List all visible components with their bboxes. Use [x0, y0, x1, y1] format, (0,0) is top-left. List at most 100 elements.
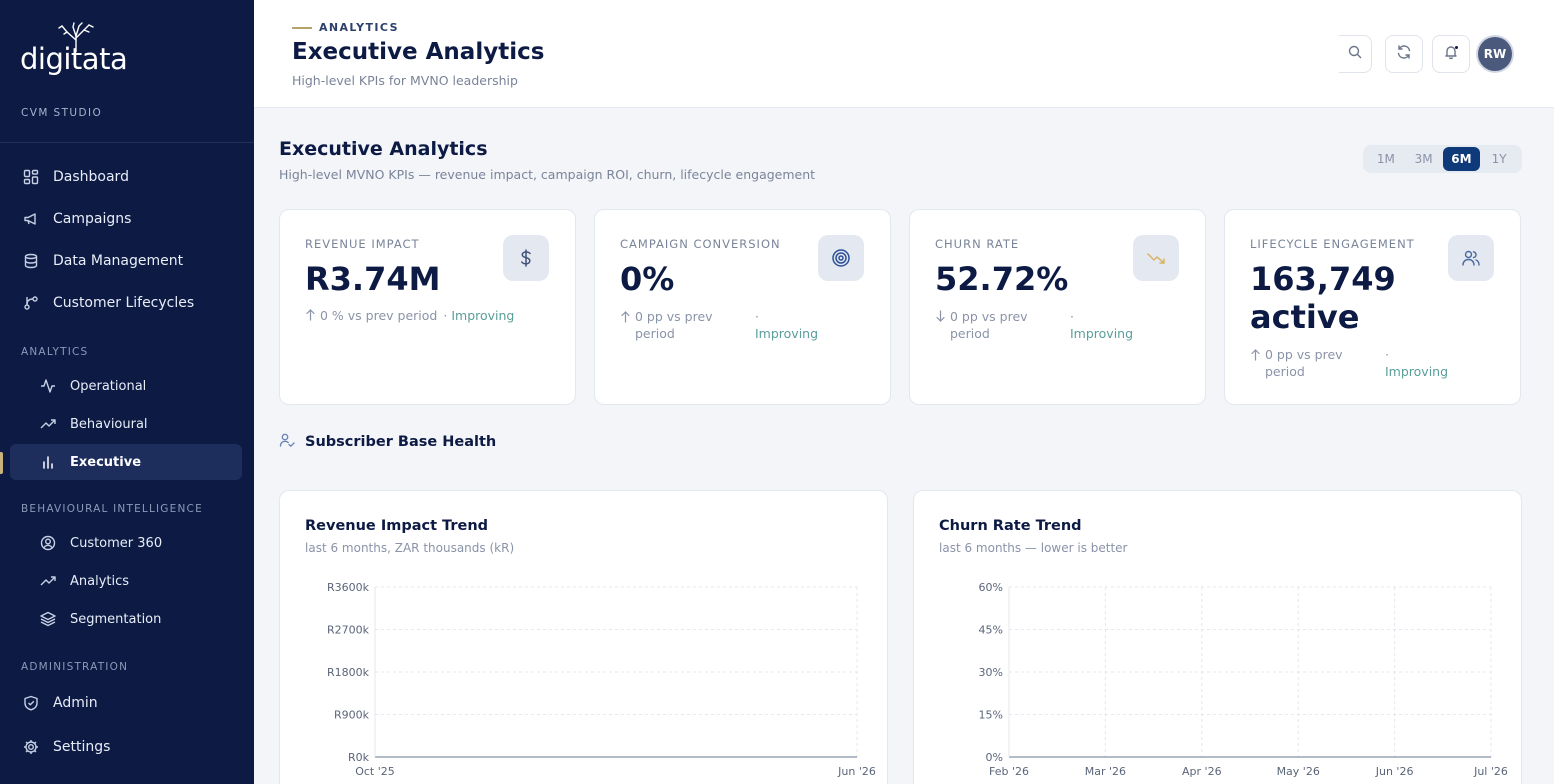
sidebar-item-label: Behavioural: [70, 416, 148, 432]
digitata-logo[interactable]: digitata: [20, 22, 130, 78]
kpi-delta-tail: · Improving: [1385, 346, 1448, 380]
sidebar: digitata CVM STUDIO Dashboard Campaigns …: [0, 0, 254, 784]
database-icon: [23, 253, 39, 269]
churn-rate-trend-chart: 0% 15% 30% 45% 60% Feb '26 Mar '26 Apr '26 May '…: [979, 581, 1508, 778]
dollar-icon: [503, 235, 549, 281]
y-tick-label: R0k: [348, 751, 370, 764]
kpi-value: R3.74M: [305, 260, 441, 298]
search-icon: [1347, 44, 1363, 64]
x-tick-label: Jun '26: [1375, 765, 1414, 778]
studio-label: CVM STUDIO: [21, 107, 103, 119]
user-circle-icon: [40, 535, 56, 551]
kpi-label: CAMPAIGN CONVERSION: [620, 237, 781, 251]
behavioural-intelligence-section-label: BEHAVIOURAL INTELLIGENCE: [21, 503, 203, 515]
kpi-delta-separator: ·: [1070, 309, 1074, 324]
kpi-card-churn-rate[interactable]: CHURN RATE 52.72% 0 pp vs prev period · …: [909, 209, 1206, 405]
sidebar-item-admin[interactable]: Admin: [10, 685, 242, 721]
notifications-button[interactable]: [1432, 35, 1470, 73]
administration-section-label: ADMINISTRATION: [21, 661, 129, 673]
y-tick-label: R1800k: [327, 666, 370, 679]
header-subtitle: High-level KPIs for MVNO leadership: [292, 73, 518, 88]
kpi-delta-text: 0 pp vs prev period: [950, 309, 1028, 341]
revenue-impact-trend-card: Revenue Impact Trend last 6 months, ZAR …: [279, 490, 888, 784]
page-title: Executive Analytics: [279, 138, 488, 160]
notification-dot: [1455, 46, 1458, 49]
sidebar-item-campaigns[interactable]: Campaigns: [10, 201, 242, 237]
sidebar-item-label: Segmentation: [70, 611, 162, 627]
users-icon: [1448, 235, 1494, 281]
x-tick-label: Mar '26: [1085, 765, 1126, 778]
sidebar-item-label: Dashboard: [53, 169, 129, 185]
sidebar-item-label: Customer Lifecycles: [53, 295, 195, 311]
kpi-card-lifecycle-engagement[interactable]: LIFECYCLE ENGAGEMENT 163,749 active 0 pp…: [1224, 209, 1521, 405]
trend-up-icon: [40, 573, 56, 589]
sidebar-item-label: Admin: [53, 695, 98, 711]
kpi-status: Improving: [755, 326, 819, 341]
y-tick-label: 60%: [979, 581, 1003, 594]
arrow-up-icon: [1250, 348, 1261, 364]
churn-rate-trend-card: Churn Rate Trend last 6 months — lower i…: [913, 490, 1522, 784]
kpi-card-campaign-conversion[interactable]: CAMPAIGN CONVERSION 0% 0 pp vs prev peri…: [594, 209, 891, 405]
kpi-delta-text: 0 pp vs prev period: [1265, 347, 1343, 379]
kpi-delta-separator: ·: [755, 309, 759, 324]
sidebar-item-operational[interactable]: Operational: [10, 368, 242, 404]
range-option-1m[interactable]: 1M: [1376, 152, 1395, 166]
kpi-status: Improving: [1385, 364, 1449, 379]
header-title: Executive Analytics: [292, 39, 545, 65]
kicker-line: [292, 27, 312, 29]
kpi-label: REVENUE IMPACT: [305, 237, 420, 251]
sidebar-item-settings[interactable]: Settings: [10, 729, 242, 765]
sidebar-item-analytics[interactable]: Analytics: [10, 563, 242, 599]
y-tick-label: 30%: [979, 666, 1003, 679]
refresh-button[interactable]: [1385, 35, 1423, 73]
sidebar-item-behavioural[interactable]: Behavioural: [10, 406, 242, 442]
kpi-status: Improving: [1070, 326, 1134, 341]
sidebar-item-customer-360[interactable]: Customer 360: [10, 525, 242, 561]
user-avatar[interactable]: RW: [1478, 37, 1512, 71]
dashboard-icon: [23, 169, 39, 185]
sidebar-item-label: Data Management: [53, 253, 184, 269]
y-tick-label: 15%: [979, 709, 1003, 722]
x-tick-label: Jul '26: [1473, 765, 1508, 778]
chart-subtitle: last 6 months, ZAR thousands (kR): [305, 541, 515, 555]
sidebar-divider: [0, 142, 254, 143]
sidebar-item-segmentation[interactable]: Segmentation: [10, 601, 242, 637]
page-subtitle: High-level MVNO KPIs — revenue impact, c…: [279, 167, 816, 182]
x-tick-label: Jun '26: [837, 765, 876, 778]
trend-up-icon: [40, 416, 56, 432]
sidebar-item-executive[interactable]: Executive: [10, 444, 242, 480]
y-tick-label: R3600k: [327, 581, 370, 594]
kpi-card-revenue-impact[interactable]: REVENUE IMPACT R3.74M 0 % vs prev period…: [279, 209, 576, 405]
range-option-1y[interactable]: 1Y: [1491, 152, 1507, 166]
kpi-value: 52.72%: [935, 260, 1069, 298]
kpi-label: LIFECYCLE ENGAGEMENT: [1250, 237, 1415, 251]
section-title: Subscriber Base Health: [305, 434, 497, 450]
sidebar-item-dashboard[interactable]: Dashboard: [10, 159, 242, 195]
y-tick-label: 45%: [979, 624, 1003, 637]
sidebar-item-customer-lifecycles[interactable]: Customer Lifecycles: [10, 285, 242, 321]
sidebar-item-data-management[interactable]: Data Management: [10, 243, 242, 279]
revenue-impact-trend-chart: R0k R900k R1800k R2700k R3600k Oct '25 Jun '26: [327, 581, 876, 778]
gear-icon: [23, 739, 39, 755]
range-option-3m[interactable]: 3M: [1414, 152, 1433, 166]
search-button[interactable]: [1339, 35, 1372, 73]
y-tick-label: 0%: [986, 751, 1003, 764]
kpi-delta-separator: ·: [443, 308, 448, 323]
sidebar-item-label: Customer 360: [70, 535, 163, 551]
range-option-6m[interactable]: 6M: [1442, 147, 1481, 171]
chart-subtitle: last 6 months — lower is better: [939, 541, 1128, 555]
kpi-label: CHURN RATE: [935, 237, 1020, 251]
active-indicator: [0, 452, 3, 474]
arrow-up-icon: [305, 308, 316, 324]
sidebar-item-label: Campaigns: [53, 211, 132, 227]
kpi-delta-text: 0 % vs prev period: [320, 308, 438, 323]
time-range-selector: 1M 3M 6M 1Y: [1363, 145, 1522, 173]
top-header: ANALYTICS Executive Analytics High-level…: [254, 0, 1554, 108]
kpi-value: 163,749 active: [1250, 260, 1396, 336]
bell-icon: [1443, 44, 1459, 64]
kpi-delta: 0 pp vs prev period · Improving: [620, 308, 818, 342]
activity-icon: [40, 378, 56, 394]
user-check-icon: [279, 432, 295, 452]
x-tick-label: Apr '26: [1182, 765, 1222, 778]
megaphone-icon: [23, 211, 39, 227]
